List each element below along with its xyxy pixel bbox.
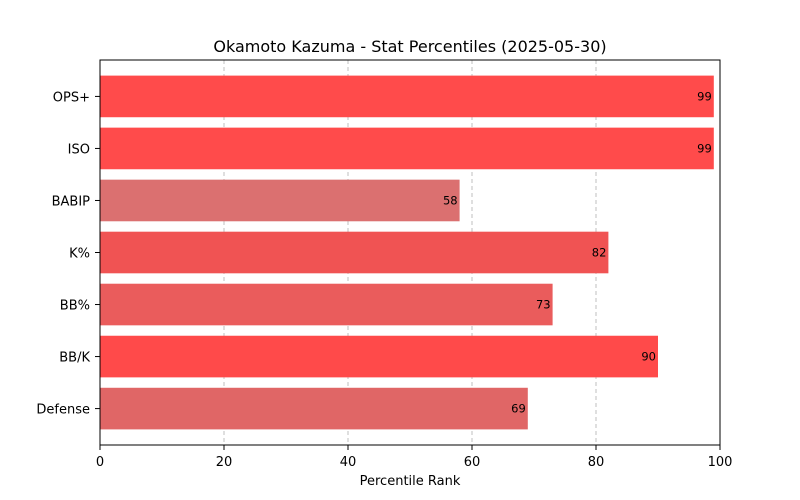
bar <box>100 127 714 170</box>
y-tick-label: Defense <box>36 403 90 418</box>
bar <box>100 387 528 430</box>
x-tick-label: 40 <box>340 455 357 470</box>
x-axis-label: Percentile Rank <box>360 474 461 489</box>
bars <box>100 75 714 430</box>
value-labels: 99 99 58 82 73 90 69 <box>443 89 712 415</box>
chart-title: Okamoto Kazuma - Stat Percentiles (2025-… <box>213 37 606 56</box>
x-tick-label: 100 <box>708 455 733 470</box>
bar-value-label: 82 <box>592 246 607 260</box>
bar-value-label: 58 <box>443 193 458 207</box>
bar <box>100 231 609 274</box>
bar <box>100 335 658 378</box>
bar-value-label: 99 <box>697 141 712 155</box>
y-tick-label: BABIP <box>52 194 91 209</box>
y-axis-ticks: OPS+ ISO BABIP K% BB% BB/K Defense <box>36 90 100 418</box>
bar-value-label: 90 <box>641 350 656 364</box>
bar <box>100 179 460 222</box>
bar <box>100 75 714 118</box>
x-tick-label: 0 <box>96 455 104 470</box>
x-axis-ticks: 0 20 40 60 80 100 <box>96 445 733 470</box>
bar-value-label: 99 <box>697 89 712 103</box>
y-tick-label: BB% <box>60 299 90 314</box>
y-tick-label: BB/K <box>59 351 90 366</box>
bar <box>100 283 553 326</box>
x-tick-label: 20 <box>216 455 233 470</box>
y-tick-label: K% <box>69 247 90 262</box>
y-tick-label: ISO <box>68 142 90 157</box>
bar-value-label: 69 <box>511 402 526 416</box>
y-tick-label: OPS+ <box>53 90 90 105</box>
x-tick-label: 80 <box>588 455 605 470</box>
x-tick-label: 60 <box>464 455 481 470</box>
bar-value-label: 73 <box>536 298 551 312</box>
